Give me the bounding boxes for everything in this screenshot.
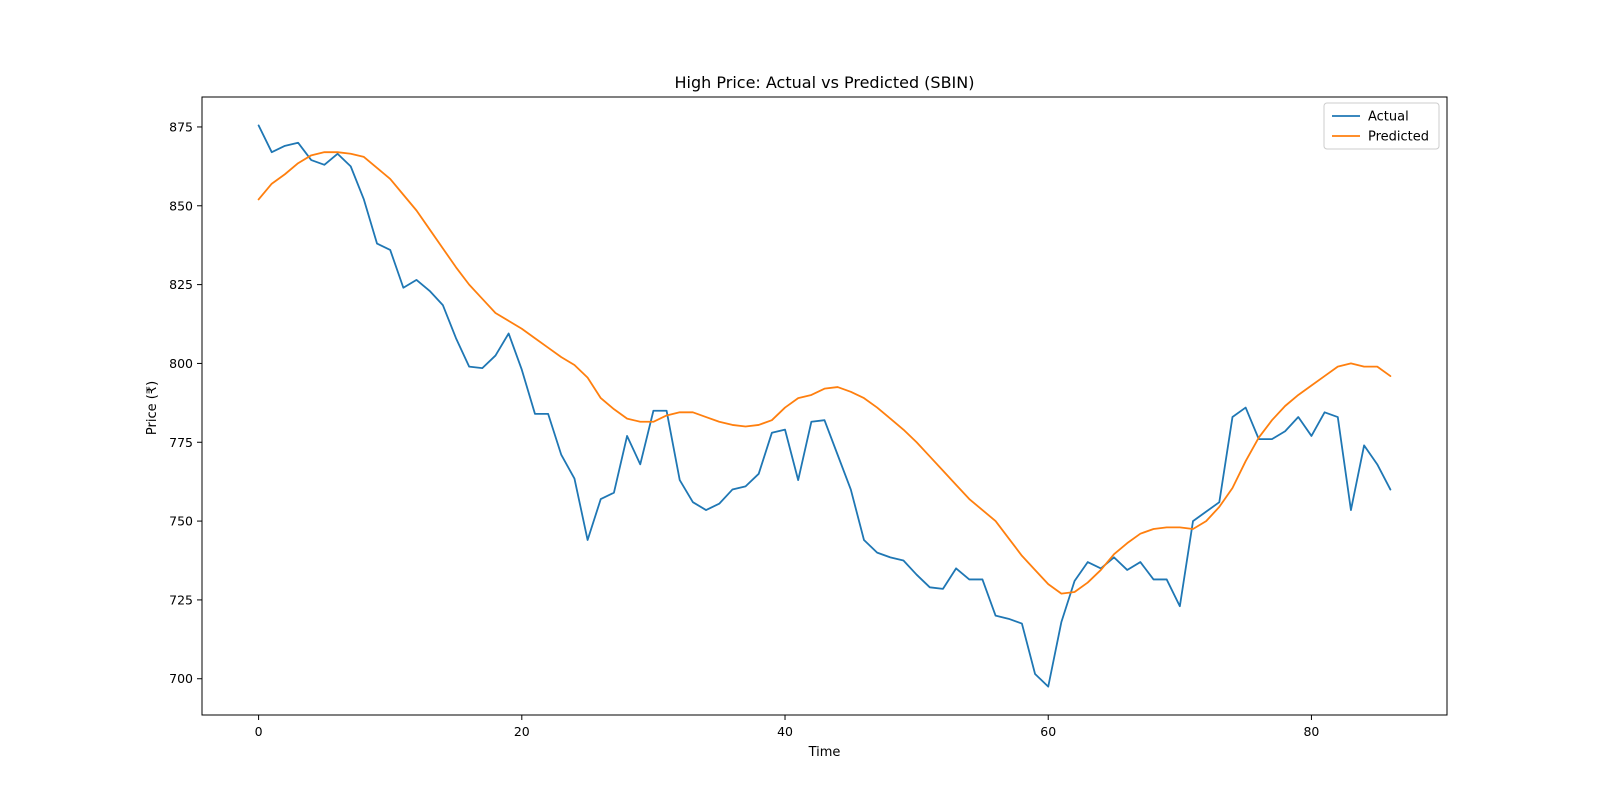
- x-tick-label: 0: [255, 724, 263, 739]
- legend-box: [1323, 102, 1440, 150]
- y-tick-label: 750: [169, 514, 193, 529]
- axis-ticks: 0 20 40 60 80 700 725 750 775 800 825 850 875: [169, 119, 1319, 739]
- legend-label-actual: Actual: [1368, 110, 1409, 125]
- y-tick-label: 875: [169, 119, 193, 134]
- y-tick-label: 700: [169, 671, 193, 686]
- x-axis-label: Time: [808, 745, 841, 760]
- x-tick-label: 20: [514, 724, 530, 739]
- plot-area: [257, 124, 1392, 688]
- chart-title: High Price: Actual vs Predicted (SBIN): [675, 73, 975, 92]
- plot-frame: [201, 96, 1448, 716]
- y-tick-label: 800: [169, 356, 193, 371]
- x-tick-label: 80: [1303, 724, 1319, 739]
- legend: Actual Predicted: [1323, 102, 1440, 150]
- y-tick-label: 825: [169, 277, 193, 292]
- y-tick-label: 725: [169, 592, 193, 607]
- y-axis-label: Price (₹): [145, 381, 160, 435]
- x-tick-label: 60: [1040, 724, 1056, 739]
- series-line-actual: [257, 124, 1392, 688]
- y-tick-label: 850: [169, 198, 193, 213]
- x-tick-label: 40: [777, 724, 793, 739]
- legend-label-predicted: Predicted: [1368, 130, 1429, 145]
- y-tick-label: 775: [169, 435, 193, 450]
- series-line-predicted: [257, 151, 1392, 595]
